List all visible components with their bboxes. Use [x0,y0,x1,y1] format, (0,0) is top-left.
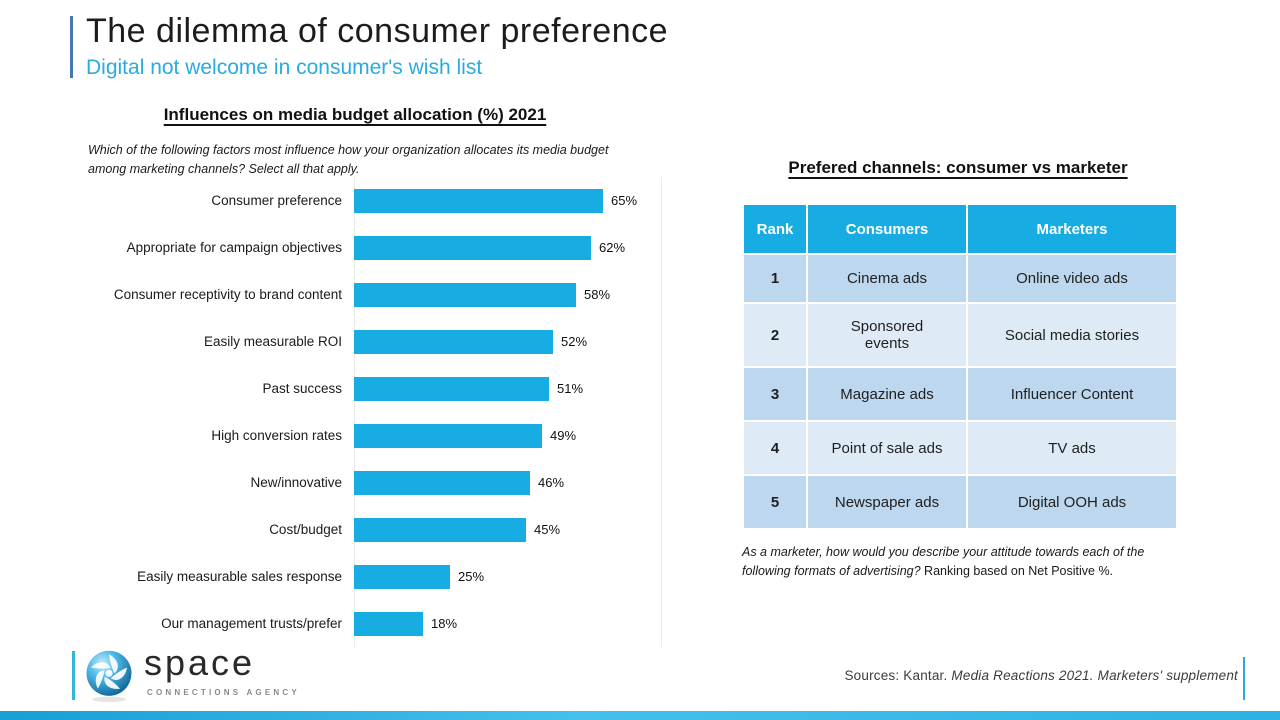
space-logo-sphere-icon [86,650,132,703]
bar [354,376,549,401]
bar-value-label: 49% [550,428,577,443]
rank-cell: 4 [744,422,806,474]
bar-category-label: Easily measurable sales response [137,569,342,584]
chart-row: Cost/budget 45% [70,506,690,553]
channel-cell: Newspaper ads [808,476,966,528]
bar-category-label: High conversion rates [211,428,342,443]
rank-cell: 2 [744,304,806,366]
channel-cell: Influencer Content [968,368,1176,420]
bar-category-label: Consumer receptivity to brand content [113,287,342,302]
rank-table-header: Rank Consumers Marketers [744,205,1176,253]
rank-table: Rank Consumers Marketers 1 Cinema ads Online… [742,203,1178,530]
bar [354,188,603,213]
bar-category-label: Easily measurable ROI [203,334,342,349]
table-row: 2 Sponsored events Social media stories [744,304,1176,366]
bar-chart-rows: Consumer preference 65% Appropriate for ca… [70,177,690,647]
table-header-cell: Marketers [968,205,1176,253]
channel-cell: TV ads [968,422,1176,474]
bar-value-label: 51% [557,381,584,396]
chart-row: Easily measurable sales response 25% [70,553,690,600]
bar-chart-question: Which of the following factors most infl… [88,143,609,176]
chart-row: Easily measurable ROI 52% [70,318,690,365]
channel-cell: Online video ads [968,255,1176,302]
bar-value-label: 52% [561,334,588,349]
bar-category-label: New/innovative [250,475,342,490]
logo-accent-bar [72,651,75,700]
channel-cell: Sponsored events [808,304,966,366]
page-title: The dilemma of consumer preference [86,12,669,50]
bar-value-label: 46% [538,475,565,490]
bar-category-label: Cost/budget [269,522,342,537]
table-row: 4 Point of sale ads TV ads [744,422,1176,474]
footnote-regular-text: Ranking based on Net Positive %. [920,564,1114,579]
bar-category-label: Appropriate for campaign objectives [126,240,342,255]
channel-cell: Magazine ads [808,368,966,420]
channel-cell: Cinema ads [808,255,966,302]
bar [354,235,591,260]
sources-italic: Media Reactions 2021. Marketers' supplem… [947,668,1238,683]
table-header-cell: Consumers [808,205,966,253]
chart-row: Appropriate for campaign objectives 62% [70,224,690,271]
bar-category-label: Consumer preference [211,193,342,208]
rank-table-footnote: As a marketer, how would you describe yo… [742,543,1187,582]
channel-cell: Social media stories [968,304,1176,366]
bar-value-label: 45% [534,522,561,537]
sources-accent-bar [1243,657,1245,700]
rank-cell: 1 [744,255,806,302]
rank-cell: 3 [744,368,806,420]
bar-value-label: 58% [584,287,611,302]
bar-chart-title: Influences on media budget allocation (%… [163,105,547,124]
bar-category-label: Our management trusts/prefer [161,616,342,631]
channel-cell: Digital OOH ads [968,476,1176,528]
table-row: 5 Newspaper ads Digital OOH ads [744,476,1176,528]
space-logo-wordmark: space [144,642,256,683]
title-accent-bar [70,16,73,78]
table-header-cell: Rank [744,205,806,253]
bar [354,611,423,636]
chart-row: Our management trusts/prefer 18% [70,600,690,647]
channel-cell: Point of sale ads [808,422,966,474]
bar [354,564,450,589]
bar [354,470,530,495]
bar-category-label: Past success [262,381,342,396]
table-row: 3 Magazine ads Influencer Content [744,368,1176,420]
page-subtitle: Digital not welcome in consumer's wish l… [86,56,483,79]
bar-value-label: 18% [431,616,458,631]
rank-table-body: 1 Cinema ads Online video ads 2 Sponsored ev… [744,255,1176,528]
table-row: 1 Cinema ads Online video ads [744,255,1176,302]
bar [354,329,553,354]
bottom-accent-bar [0,711,1280,720]
footnote-italic-text: As a marketer, how would you describe yo… [742,545,1145,579]
rank-table-title: Prefered channels: consumer vs marketer [788,158,1128,177]
bar [354,282,576,307]
bar-value-label: 25% [458,569,485,584]
chart-gridline-right [661,177,662,647]
bar [354,517,526,542]
bar-value-label: 62% [599,240,626,255]
table-header-row: Rank Consumers Marketers [744,205,1176,253]
chart-gridline-zero [354,177,355,647]
sources-prefix: Sources: Kantar. [844,668,948,683]
bar [354,423,542,448]
bar-value-label: 65% [611,193,638,208]
chart-row: Consumer preference 65% [70,177,690,224]
chart-row: Past success 51% [70,365,690,412]
chart-row: New/innovative 46% [70,459,690,506]
chart-row: Consumer receptivity to brand content 58% [70,271,690,318]
sources-line: Sources: Kantar. Media Reactions 2021. M… [844,668,1238,683]
chart-row: High conversion rates 49% [70,412,690,459]
rank-cell: 5 [744,476,806,528]
space-logo-tagline: CONNECTIONS AGENCY [147,688,300,697]
